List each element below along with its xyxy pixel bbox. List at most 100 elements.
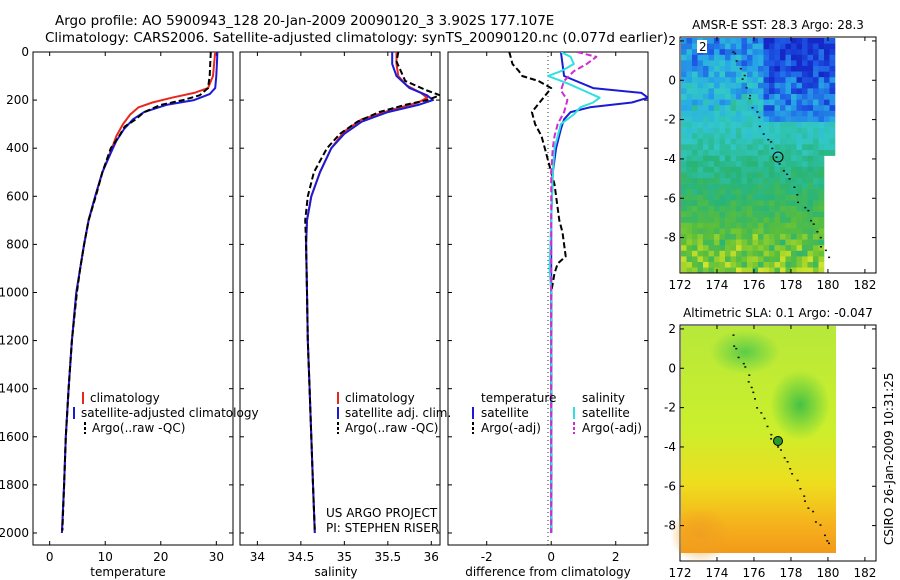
sst-cell bbox=[758, 262, 764, 268]
sst-cell bbox=[802, 194, 808, 201]
sst-cell bbox=[796, 189, 803, 196]
sst-cell bbox=[829, 38, 836, 44]
series-line-climatology bbox=[305, 52, 428, 534]
sst-cell bbox=[736, 49, 742, 56]
sst-cell bbox=[796, 110, 803, 117]
sst-cell bbox=[697, 88, 704, 95]
sst-cell bbox=[769, 262, 775, 268]
sst-cell bbox=[763, 88, 770, 95]
sst-cell bbox=[763, 60, 770, 67]
sst-cell bbox=[692, 245, 698, 252]
sst-cell bbox=[686, 155, 693, 162]
sst-cell bbox=[785, 88, 792, 95]
sst-cell bbox=[807, 161, 814, 168]
sst-cell bbox=[752, 206, 759, 212]
sst-cell bbox=[747, 262, 753, 268]
sst-cell bbox=[736, 161, 742, 168]
sst-cell bbox=[708, 133, 715, 140]
sst-cell bbox=[807, 189, 814, 196]
sst-cell bbox=[829, 88, 836, 95]
sst-cell bbox=[769, 250, 775, 257]
sst-cell bbox=[752, 256, 759, 263]
sst-cell bbox=[769, 77, 775, 84]
sst-cell bbox=[818, 211, 825, 218]
sst-cell bbox=[785, 194, 792, 201]
sst-cell bbox=[714, 110, 720, 117]
sst-cell bbox=[807, 222, 814, 229]
sst-cell bbox=[708, 110, 715, 117]
sst-cell bbox=[824, 43, 830, 50]
sst-cell bbox=[697, 138, 704, 145]
sst-cell bbox=[802, 133, 808, 140]
sst-cell bbox=[780, 77, 786, 84]
sst-cell bbox=[758, 228, 764, 235]
series-line-salinity-satellite bbox=[547, 52, 601, 533]
sst-cell bbox=[730, 217, 737, 224]
sst-cell bbox=[813, 183, 819, 190]
sst-cell bbox=[692, 228, 698, 235]
sst-cell bbox=[758, 194, 764, 201]
sst-cell bbox=[763, 49, 770, 56]
sst-cell bbox=[780, 200, 786, 207]
sst-cell bbox=[785, 49, 792, 56]
sst-cell bbox=[763, 178, 770, 184]
sst-cell bbox=[796, 82, 803, 89]
sst-cell bbox=[686, 77, 693, 84]
sst-cell bbox=[791, 77, 797, 84]
sst-cell bbox=[730, 43, 737, 50]
sst-cell bbox=[736, 228, 742, 235]
sst-cell bbox=[802, 60, 808, 67]
sst-cell bbox=[730, 189, 737, 196]
track-point bbox=[804, 206, 807, 209]
sst-cell bbox=[774, 217, 781, 224]
sst-cell bbox=[714, 66, 720, 72]
sst-cell bbox=[769, 133, 775, 140]
sst-cell bbox=[692, 166, 698, 173]
sst-cell bbox=[774, 66, 781, 72]
sst-cell bbox=[725, 99, 731, 106]
sst-cell bbox=[796, 178, 803, 184]
sst-cell bbox=[725, 206, 731, 212]
sst-cell bbox=[736, 206, 742, 212]
salinity-panel bbox=[239, 51, 441, 546]
sst-cell bbox=[780, 60, 786, 67]
y-tick-label: 1400 bbox=[0, 382, 29, 396]
series-line-argo-raw-qc bbox=[61, 52, 212, 531]
y-tick-label: 1600 bbox=[0, 430, 29, 444]
sst-cell bbox=[703, 194, 709, 201]
sst-cell bbox=[791, 155, 797, 162]
sst-cell bbox=[747, 99, 753, 106]
pi-label: PI: STEPHEN RISER bbox=[326, 521, 439, 535]
sst-cell bbox=[725, 38, 731, 44]
sst-cell bbox=[785, 250, 792, 257]
sst-cell bbox=[752, 172, 759, 179]
sst-cell bbox=[708, 262, 715, 268]
sst-cell bbox=[703, 88, 709, 95]
sst-cell bbox=[763, 150, 770, 156]
sst-cell bbox=[796, 239, 803, 246]
sst-cell bbox=[807, 211, 814, 218]
sst-cell bbox=[741, 262, 748, 268]
sst-cell bbox=[813, 172, 819, 179]
sst-cell bbox=[725, 228, 731, 235]
sst-cell bbox=[829, 99, 836, 106]
sst-cell bbox=[681, 43, 687, 50]
sst-cell bbox=[818, 222, 825, 229]
sst-cell bbox=[736, 189, 742, 196]
sst-cell bbox=[681, 250, 687, 257]
sst-cell bbox=[769, 110, 775, 117]
sst-cell bbox=[774, 256, 781, 263]
sst-cell bbox=[752, 166, 759, 173]
sst-cell bbox=[758, 88, 764, 95]
sst-cell bbox=[747, 94, 753, 100]
track-point bbox=[807, 507, 810, 509]
sst-cell bbox=[725, 245, 731, 252]
sst-cell bbox=[813, 94, 819, 100]
sst-cell bbox=[708, 256, 715, 263]
sst-cell bbox=[813, 138, 819, 145]
series-line-argo-raw-qc bbox=[304, 52, 440, 531]
sst-cell bbox=[681, 127, 687, 134]
sst-cell bbox=[681, 133, 687, 140]
sst-cell bbox=[774, 49, 781, 56]
sst-cell bbox=[708, 206, 715, 212]
